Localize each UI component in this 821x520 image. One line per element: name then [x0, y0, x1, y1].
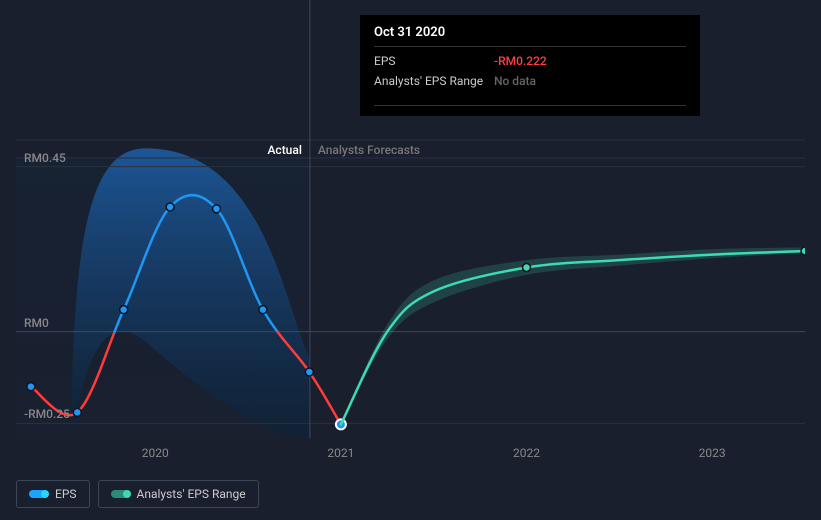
y-axis-label: -RM0.25 [24, 407, 70, 421]
tooltip-value: -RM0.222 [494, 54, 547, 68]
x-axis-label: 2021 [327, 446, 354, 460]
tooltip-label: EPS [374, 54, 494, 68]
legend-label: Analysts' EPS Range [137, 487, 246, 501]
section-label-actual: Actual [267, 143, 301, 157]
x-axis-label: 2022 [513, 446, 540, 460]
chart-tooltip: Oct 31 2020 EPS-RM0.222Analysts' EPS Ran… [360, 15, 700, 116]
legend-item[interactable]: EPS [16, 480, 90, 508]
y-axis-label: RM0 [24, 316, 49, 330]
x-axis-label: 2020 [142, 446, 169, 460]
legend-label: EPS [55, 487, 77, 501]
tooltip-label: Analysts' EPS Range [374, 74, 494, 88]
legend-swatch [29, 490, 47, 498]
x-axis-label: 2023 [699, 446, 726, 460]
tooltip-value: No data [494, 74, 536, 88]
tooltip-row: Analysts' EPS RangeNo data [374, 71, 686, 91]
y-axis-label: RM0.45 [24, 151, 66, 165]
legend-item[interactable]: Analysts' EPS Range [98, 480, 259, 508]
tooltip-rows: EPS-RM0.222Analysts' EPS RangeNo data [374, 47, 686, 106]
legend: EPS Analysts' EPS Range [16, 480, 259, 508]
tooltip-date: Oct 31 2020 [374, 25, 686, 47]
section-label-forecast: Analysts Forecasts [318, 143, 420, 157]
tooltip-row: EPS-RM0.222 [374, 51, 686, 71]
legend-swatch [111, 490, 129, 498]
